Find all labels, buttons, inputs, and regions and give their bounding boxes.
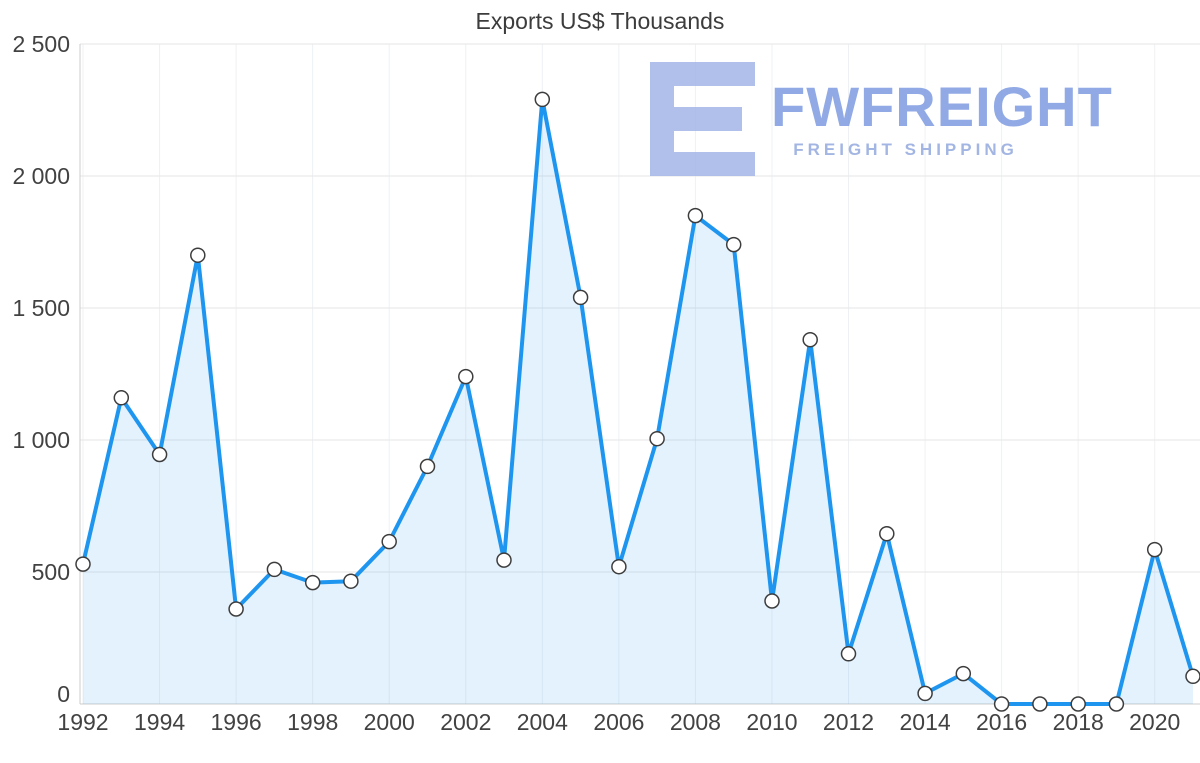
data-point-marker [879,525,895,542]
x-axis-tick-label: 2002 [440,709,491,735]
y-axis-tick-label: 2 000 [12,163,70,189]
data-point-marker [458,368,474,385]
x-axis-tick-label: 2014 [900,709,951,735]
data-point-marker [649,430,665,447]
y-axis-tick-label: 500 [32,559,70,585]
data-point-marker [113,390,130,406]
x-axis-tick-label: 2020 [1129,709,1180,735]
y-axis-tick-label: 1 500 [12,295,70,321]
x-axis-tick-label: 2018 [1053,709,1104,735]
x-axis-tick-label: 2000 [364,709,415,735]
data-point-marker [993,696,1010,712]
data-point-marker [764,593,780,609]
data-point-marker [1032,696,1048,712]
data-point-marker [917,685,933,702]
data-point-marker [304,574,321,591]
x-axis-tick-label: 2016 [976,709,1027,735]
data-point-marker [496,552,512,568]
x-axis-tick-label: 2010 [746,709,797,735]
data-point-marker [1146,541,1163,558]
x-axis-tick-label: 2006 [593,709,644,735]
data-point-marker [687,207,704,224]
x-axis-tick-label: 1996 [211,709,262,735]
data-point-marker [343,573,359,589]
data-point-marker [1070,696,1086,712]
data-point-marker [75,556,91,572]
data-point-marker [1185,668,1200,685]
data-point-marker [955,665,972,682]
y-axis-tick-label: 1 000 [12,427,70,453]
x-axis-tick-label: 1994 [134,709,185,735]
data-point-marker [1108,696,1125,712]
x-axis-tick-label: 2004 [517,709,568,735]
data-point-marker [534,91,551,108]
x-axis-tick-label: 1998 [287,709,338,735]
x-axis-tick-label: 2008 [670,709,721,735]
y-axis-tick-label: 0 [57,681,70,707]
x-axis-tick-label: 2012 [823,709,874,735]
data-point-marker [381,533,397,550]
data-point-marker [151,446,168,463]
data-point-marker [266,561,283,578]
data-point-marker [190,247,206,263]
data-point-marker [419,458,436,475]
data-point-marker [611,558,627,575]
data-point-marker [840,646,857,662]
series-area-fill [83,99,1193,704]
y-axis-tick-label: 2 500 [12,31,70,57]
data-point-marker [228,601,244,617]
chart-title: Exports US$ Thousands [475,8,725,34]
data-point-marker [572,289,589,306]
x-axis-tick-label: 1992 [57,709,108,735]
data-point-marker [802,331,818,348]
data-point-marker [725,236,742,253]
